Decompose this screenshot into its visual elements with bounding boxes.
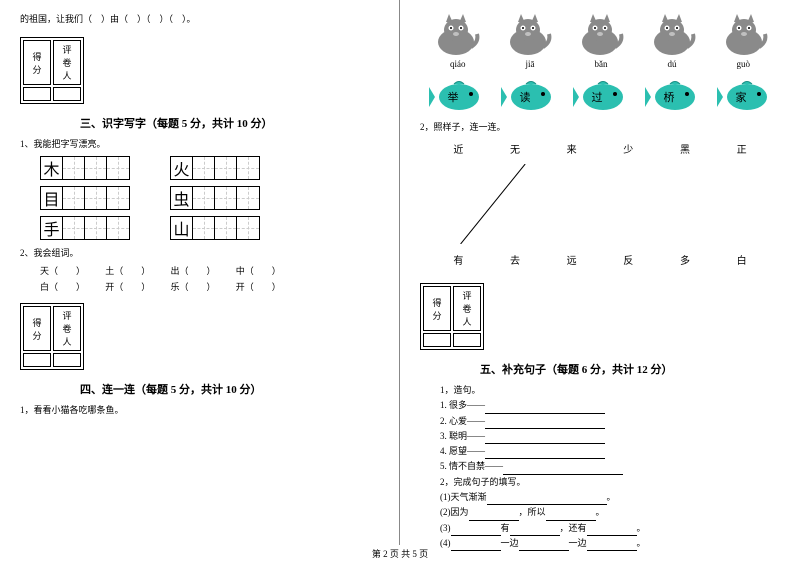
- fill-item: 5. 情不自禁——: [440, 459, 780, 474]
- char-cell: 虫: [171, 187, 193, 209]
- pinyin-label: guò: [737, 59, 751, 69]
- fish-icon: 过: [573, 79, 628, 114]
- zuci-list: 天（ ） 土（ ） 出（ ） 中（ ） 白（ ） 开（ ） 乐（ ） 开（ ）: [40, 263, 379, 295]
- match-bottom-row: 有 去 远 反 多 白: [430, 252, 770, 267]
- fill-item: (3)有，还有。: [440, 521, 780, 536]
- zuci-item: 出（ ）: [171, 266, 216, 276]
- fish-label: 桥: [664, 89, 675, 105]
- zuci-item: 白（ ）: [40, 282, 85, 292]
- cat-icon: [503, 12, 553, 57]
- match-char: 远: [567, 252, 577, 267]
- match-char: 无: [510, 141, 520, 156]
- match-char: 反: [623, 252, 633, 267]
- match-top-row: 近 无 来 少 黑 正: [430, 141, 770, 156]
- score-label: 得分: [423, 286, 451, 331]
- match-char: 白: [737, 252, 747, 267]
- fish-icon: 桥: [645, 79, 700, 114]
- fish-label: 读: [520, 89, 531, 105]
- section5-title: 五、补充句子（每题 6 分，共计 12 分）: [480, 361, 780, 377]
- section5-q1: 1，造句。: [440, 383, 780, 398]
- match-char: 有: [453, 252, 463, 267]
- score-box-4: 得分 评卷人: [20, 303, 84, 370]
- section4-title: 四、连一连（每题 5 分，共计 10 分）: [80, 381, 379, 397]
- match-area: [430, 164, 770, 244]
- char-row-1: 木 火: [40, 156, 379, 180]
- section3-title: 三、识字写字（每题 5 分，共计 10 分）: [80, 115, 379, 131]
- char-row-2: 目 虫: [40, 186, 379, 210]
- char-cell: 手: [41, 217, 63, 239]
- zuci-item: 乐（ ）: [171, 282, 216, 292]
- pinyin-label: jiā: [526, 59, 535, 69]
- fill-item: 1. 很多——: [440, 398, 780, 413]
- top-sentence: 的祖国，让我们（ ）由（ ）（ ）（ ）。: [20, 12, 379, 25]
- fish-label: 举: [448, 89, 459, 105]
- fill-item: 3. 聪明——: [440, 429, 780, 444]
- match-char: 少: [623, 141, 633, 156]
- section5-q2: 2，完成句子的填写。: [440, 475, 780, 490]
- fish-label: 过: [592, 89, 603, 105]
- char-cell: 火: [171, 157, 193, 179]
- fish-icon: 举: [429, 79, 484, 114]
- zuci-item: 开（ ）: [105, 282, 150, 292]
- score-box-5: 得分 评卷人: [420, 283, 484, 350]
- grader-label: 评卷人: [453, 286, 481, 331]
- section3-q1: 1、我能把字写漂亮。: [20, 137, 379, 150]
- char-row-3: 手 山: [40, 216, 379, 240]
- cat-icon: [719, 12, 769, 57]
- fill-item: (1)天气渐渐。: [440, 490, 780, 505]
- pinyin-label: bǎn: [595, 59, 608, 69]
- grader-label: 评卷人: [53, 306, 81, 351]
- char-cell: 木: [41, 157, 63, 179]
- right-column: qiáo jiā bǎn dú guò 举 读 过 桥 家 2，照样子，连一连。…: [400, 0, 800, 545]
- zuci-item: 开（ ）: [236, 282, 281, 292]
- cat-icon: [431, 12, 481, 57]
- section3-q2: 2、我会组词。: [20, 246, 379, 259]
- match-char: 去: [510, 252, 520, 267]
- score-label: 得分: [23, 306, 51, 351]
- fish-row: 举 读 过 桥 家: [420, 79, 780, 114]
- fill-item: (4)一边一边。: [440, 536, 780, 551]
- char-cell: 山: [171, 217, 193, 239]
- pinyin-label: qiáo: [450, 59, 466, 69]
- cat-icon: [647, 12, 697, 57]
- section4-q1: 1，看看小猫各吃哪条鱼。: [20, 403, 379, 416]
- pinyin-row: qiáo jiā bǎn dú guò: [420, 59, 780, 69]
- match-char: 来: [567, 141, 577, 156]
- zuci-item: 中（ ）: [236, 266, 281, 276]
- char-cell: 目: [41, 187, 63, 209]
- fish-label: 家: [736, 89, 747, 105]
- score-box-3: 得分 评卷人: [20, 37, 84, 104]
- cat-icon: [575, 12, 625, 57]
- fish-icon: 家: [717, 79, 772, 114]
- pinyin-label: dú: [668, 59, 677, 69]
- grader-label: 评卷人: [53, 40, 81, 85]
- fill-item: (2)因为，所以。: [440, 505, 780, 520]
- match-char: 黑: [680, 141, 690, 156]
- fill-item: 4. 愿望——: [440, 444, 780, 459]
- left-column: 的祖国，让我们（ ）由（ ）（ ）（ ）。 得分 评卷人 三、识字写字（每题 5…: [0, 0, 400, 545]
- match-char: 正: [737, 141, 747, 156]
- zuci-item: 天（ ）: [40, 266, 85, 276]
- fill-item: 2. 心爱——: [440, 414, 780, 429]
- fish-icon: 读: [501, 79, 556, 114]
- section5-content: 1，造句。 1. 很多—— 2. 心爱—— 3. 聪明—— 4. 愿望—— 5.…: [440, 383, 780, 551]
- match-char: 近: [453, 141, 463, 156]
- score-label: 得分: [23, 40, 51, 85]
- zuci-item: 土（ ）: [105, 266, 150, 276]
- section4-q2: 2，照样子，连一连。: [420, 120, 780, 133]
- match-char: 多: [680, 252, 690, 267]
- cat-row: [420, 12, 780, 57]
